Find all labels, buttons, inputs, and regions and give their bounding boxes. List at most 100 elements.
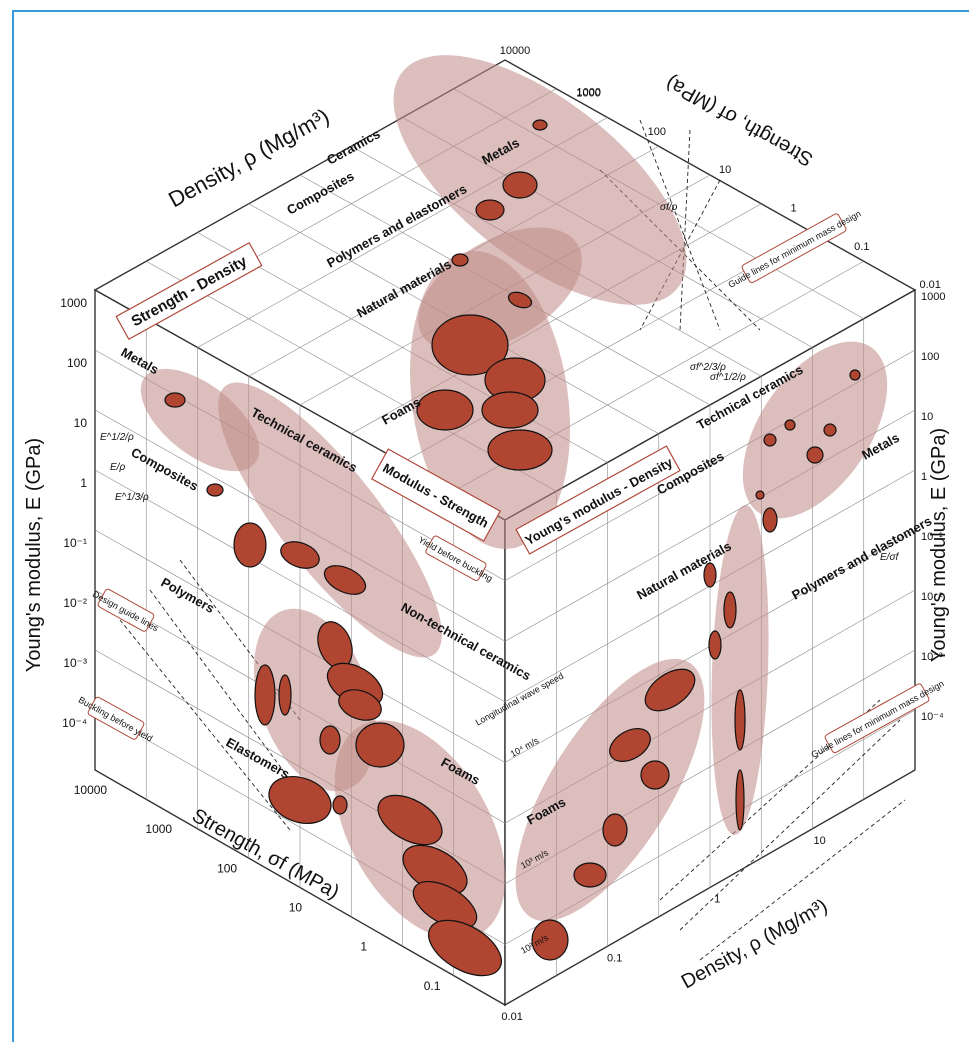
- material-bubble: [431, 314, 509, 376]
- material-envelope: [218, 382, 442, 658]
- tick-label: 10⁻⁴: [921, 711, 944, 723]
- material-bubble: [823, 423, 837, 437]
- material-bubble: [703, 562, 717, 588]
- tick-label: 10⁻²: [63, 596, 87, 610]
- material-bubble: [735, 769, 745, 831]
- material-bubble: [377, 794, 443, 846]
- tick-label: 1: [80, 476, 87, 490]
- tick-label: 1000: [576, 88, 600, 100]
- guide-line: [179, 559, 301, 721]
- material-bubble: [723, 591, 737, 629]
- material-bubble: [784, 419, 796, 431]
- material-bubble: [355, 722, 405, 768]
- tick-label: 0.1: [854, 241, 869, 253]
- guide-formula-label: σf^2/3/ρ: [690, 362, 726, 373]
- material-bubble: [532, 119, 548, 131]
- guide-line: [679, 719, 901, 931]
- tick-label: 10000: [74, 783, 108, 797]
- guide-formula-label: E/σf: [880, 552, 899, 563]
- material-bubble: [507, 291, 533, 309]
- material-bubble: [849, 369, 861, 381]
- material-bubbles: [164, 119, 861, 977]
- note-box: [87, 696, 145, 740]
- tick-label: 10⁻¹: [63, 536, 87, 550]
- guide-lines: [119, 119, 906, 961]
- material-bubble: [502, 171, 538, 199]
- tick-label: 0.1: [607, 952, 622, 964]
- material-bubble: [323, 565, 367, 595]
- tick-label: 1000: [921, 291, 945, 303]
- material-bubble: [609, 728, 651, 762]
- material-bubble: [338, 689, 382, 721]
- tick-label: 10: [719, 164, 731, 176]
- material-bubble: [332, 795, 348, 815]
- material-bubble: [280, 541, 320, 569]
- tick-label: 10: [921, 411, 933, 423]
- tick-label: 10: [289, 900, 303, 914]
- guide-formula-label: E^1/3/ρ: [115, 492, 149, 503]
- tick-label: 1000: [577, 86, 601, 98]
- material-envelope: [393, 55, 687, 305]
- note-box: [425, 535, 487, 581]
- material-bubble: [416, 389, 474, 431]
- tick-labels: 100010010110⁻¹10⁻²10⁻³10⁻⁴10000100010010…: [60, 45, 945, 1023]
- material-envelope: [711, 505, 769, 835]
- material-bubble: [762, 507, 778, 533]
- left-y-axis-label: Young's modulus, E (GPa): [23, 438, 45, 672]
- material-bubble: [487, 429, 553, 471]
- tick-label: 0.01: [919, 279, 940, 291]
- tick-label: 10⁻³: [63, 656, 87, 670]
- material-bubble: [806, 446, 824, 464]
- material-bubble: [164, 392, 186, 408]
- tick-label: 1000: [60, 296, 87, 310]
- material-bubble: [268, 776, 332, 824]
- tick-label: 1: [360, 940, 367, 954]
- material-bubble: [278, 674, 292, 716]
- material-envelope: [515, 658, 705, 922]
- material-bubble: [319, 725, 341, 755]
- right-y-axis-label: Young's modulus, E (GPa): [928, 428, 950, 662]
- tick-label: 1: [921, 471, 927, 483]
- material-bubble: [644, 668, 696, 712]
- guide-formula-label: σf^1/2/ρ: [710, 372, 746, 383]
- tick-label: 10000: [500, 45, 531, 57]
- material-bubble: [763, 433, 777, 447]
- tick-label: 1: [790, 203, 796, 215]
- material-bubble: [734, 689, 746, 751]
- material-bubble: [531, 919, 569, 961]
- tick-label: 10⁻¹: [921, 531, 943, 543]
- tick-label: 10⁻⁴: [62, 716, 87, 730]
- tick-label: 10⁻³: [921, 651, 943, 663]
- tick-label: 1000: [145, 822, 172, 836]
- tick-label: 100: [648, 126, 666, 138]
- note-box: [824, 683, 930, 754]
- material-bubble: [254, 664, 276, 726]
- guide-line: [119, 619, 291, 831]
- tick-label: 100: [217, 861, 237, 875]
- tick-label: 0.1: [424, 979, 441, 993]
- note-box: [97, 588, 155, 632]
- material-bubble: [412, 880, 478, 930]
- tick-label: 100: [67, 356, 87, 370]
- tick-label: 10⁻²: [921, 591, 943, 603]
- material-bubble: [481, 391, 539, 429]
- material-bubble: [640, 760, 670, 790]
- material-envelope: [742, 341, 888, 519]
- guide-line: [699, 799, 906, 961]
- guide-formula-label: σf/ρ: [660, 202, 678, 213]
- material-bubble: [428, 919, 502, 977]
- material-bubble: [573, 862, 607, 888]
- material-bubble: [755, 490, 765, 500]
- tick-label: 1: [714, 894, 720, 906]
- material-bubble: [451, 253, 469, 267]
- material-bubble: [233, 522, 267, 568]
- guide-line: [679, 129, 691, 331]
- tick-label: 10: [74, 416, 88, 430]
- tick-label: 0.01: [501, 1011, 522, 1023]
- material-bubble: [602, 813, 628, 847]
- tick-label: 100: [921, 351, 939, 363]
- note-box: [741, 213, 847, 284]
- guide-line: [639, 119, 721, 331]
- figure-frame: [12, 10, 969, 1042]
